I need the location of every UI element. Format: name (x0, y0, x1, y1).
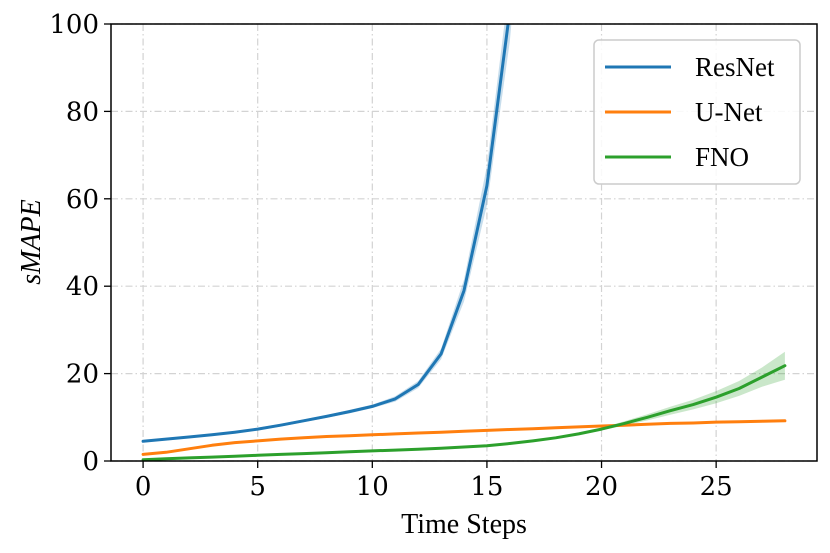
x-tick-label: 20 (585, 472, 618, 502)
y-tick-label: 100 (49, 10, 99, 40)
y-tick-label: 80 (66, 97, 99, 127)
u-net-legend-label: U-Net (695, 97, 763, 127)
plot-frame (110, 23, 818, 462)
x-tick-label: 10 (356, 472, 389, 502)
y-tick-label: 60 (66, 185, 99, 215)
fno-legend-label: FNO (695, 142, 749, 172)
fno-series-line (141, 364, 787, 461)
x-axis-label: Time Steps (401, 509, 527, 540)
x-tick-label: 15 (470, 472, 503, 502)
y-tick-label: 0 (82, 447, 99, 477)
resnet-series-line (141, 24, 510, 443)
y-axis-label: sMAPE (16, 199, 47, 285)
axis-ticks: 0 5 10 15 20 25 0 20 40 60 80 100 (49, 10, 732, 502)
y-tick-label: 40 (66, 272, 99, 302)
u-net-confidence-band (143, 420, 785, 455)
x-tick-label: 25 (700, 472, 733, 502)
resnet-legend-label: ResNet (695, 52, 775, 82)
legend-box (593, 39, 801, 185)
series-lines (141, 24, 787, 461)
u-net-series-line (141, 419, 787, 456)
x-tick-label: 5 (249, 472, 266, 502)
resnet-confidence-band (143, 24, 512, 443)
x-tick-label: 0 (135, 472, 152, 502)
legend: ResNet U-Net FNO (593, 39, 801, 185)
y-tick-label: 20 (66, 360, 99, 390)
